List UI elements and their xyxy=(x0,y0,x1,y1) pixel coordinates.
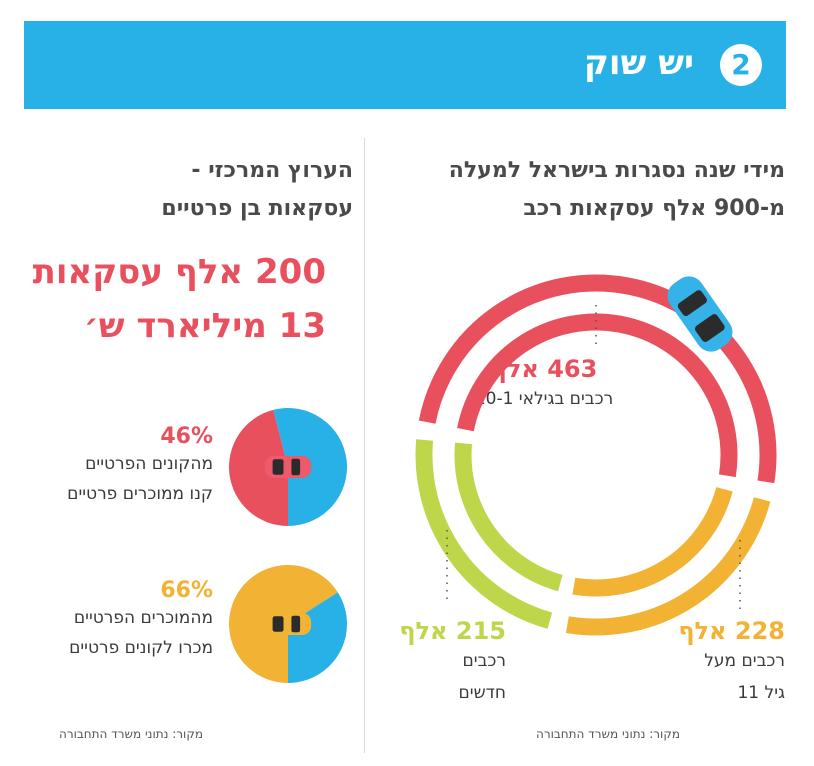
ring-segment-1-inner xyxy=(572,487,733,597)
ring-text-left-1: רכבים xyxy=(462,651,507,671)
left-headline-line1: הערוץ המרכזי - xyxy=(191,158,353,183)
pie2-percent: 66% xyxy=(160,578,213,603)
big-figure-deals: 200 אלף עסקאות xyxy=(32,252,326,292)
ring-value-left: 215 אלף xyxy=(399,617,506,645)
ring-label-right: 228 אלף רכבים מעל גיל 11 xyxy=(678,617,785,709)
ring-text-right-1: רכבים מעל xyxy=(704,651,785,671)
left-headline-line2: עסקאות בן פרטיים xyxy=(161,196,353,221)
source-left: מקור: נתוני משרד התחבורה xyxy=(58,727,203,741)
ring-label-left: 215 אלף רכבים חדשים xyxy=(399,617,506,709)
right-headline: מידי שנה נסגרות בישראל למעלה מ-900 אלף ע… xyxy=(449,152,785,228)
column-divider xyxy=(364,138,365,753)
header-bar: יש שוק 2 xyxy=(24,21,786,109)
header-title: יש שוק xyxy=(583,43,694,83)
section-number-badge: 2 xyxy=(720,44,762,86)
left-headline: הערוץ המרכזי - עסקאות בן פרטיים xyxy=(161,152,353,228)
ring-segment-2-inner xyxy=(454,442,563,592)
car-icon xyxy=(667,276,733,352)
pie2-line1: מהמוכרים הפרטיים xyxy=(73,608,213,628)
pie2-line2: מכרו לקונים פרטיים xyxy=(69,638,213,658)
ring-segment-0-inner xyxy=(457,313,738,478)
ring-value-right: 228 אלף xyxy=(678,617,785,645)
pie1-line1: מהקונים הפרטיים xyxy=(85,454,213,474)
car-icon xyxy=(264,455,312,479)
pie1-percent: 46% xyxy=(160,424,213,449)
pie1-caption: 46% מהקונים הפרטיים קנו ממוכרים פרטיים xyxy=(67,424,213,509)
pie2-caption: 66% מהמוכרים הפרטיים מכרו לקונים פרטיים xyxy=(69,578,213,663)
ring-segment-0-outer xyxy=(418,274,777,484)
ring-segment-1-outer xyxy=(565,497,771,636)
ring-segment-2-outer xyxy=(415,439,553,629)
car-icon xyxy=(264,612,312,636)
right-headline-line2: מ-900 אלף עסקאות רכב xyxy=(523,196,785,221)
ring-text-right-2: גיל 11 xyxy=(737,683,785,703)
big-figure-value: 13 מיליארד ש׳ xyxy=(83,306,326,346)
ring-text-left-2: חדשים xyxy=(458,683,506,703)
pie1-line2: קנו ממוכרים פרטיים xyxy=(67,484,213,504)
right-headline-line1: מידי שנה נסגרות בישראל למעלה xyxy=(448,158,785,183)
pie1-slice-0 xyxy=(229,409,288,526)
source-right: מקור: נתוני משרד התחבורה xyxy=(535,727,680,741)
